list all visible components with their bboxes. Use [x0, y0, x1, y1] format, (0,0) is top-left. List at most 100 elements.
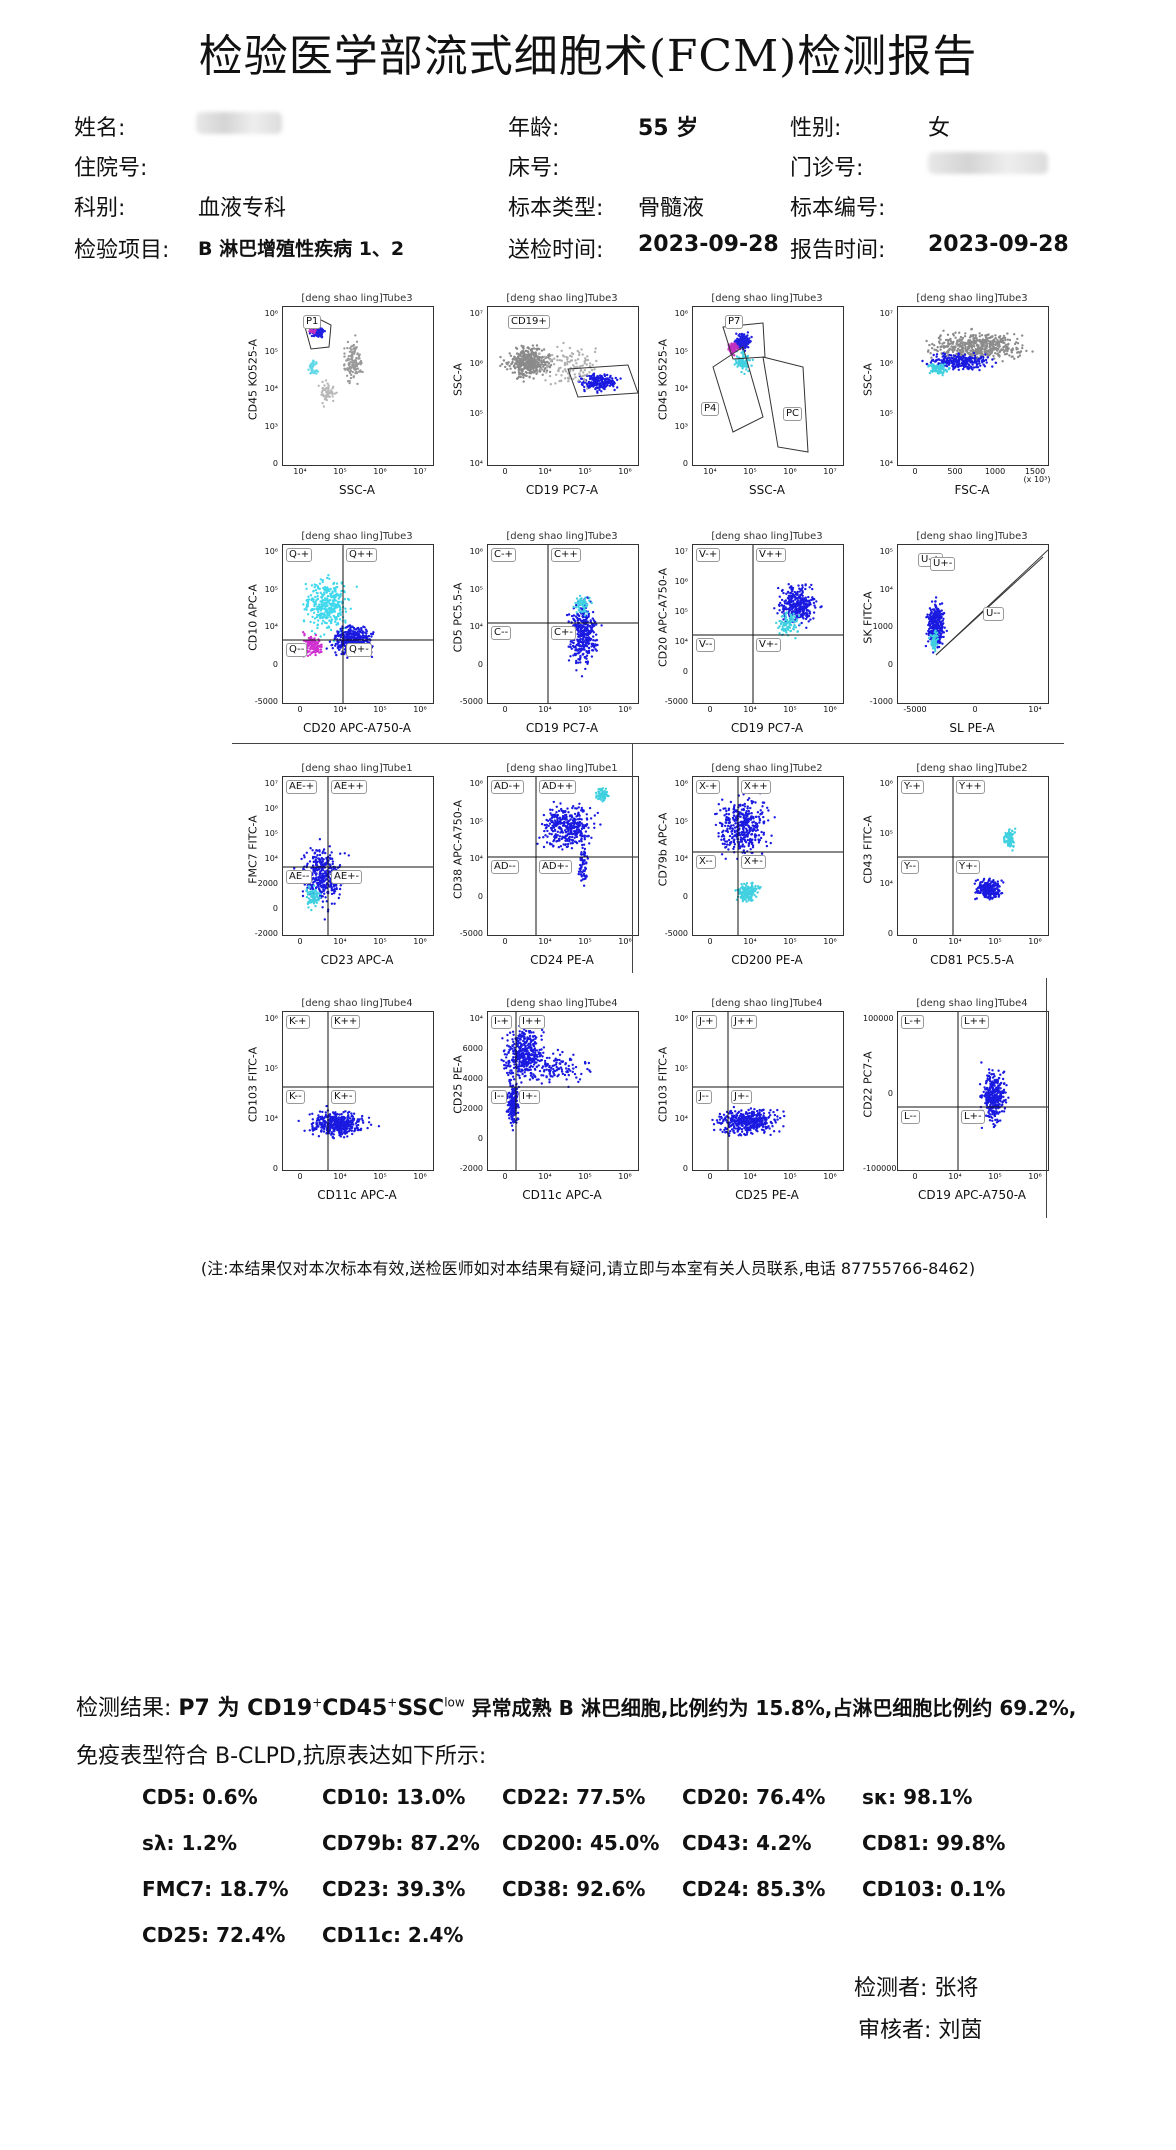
- y-tick-label: 10⁵: [879, 547, 893, 556]
- event-dot: [586, 857, 589, 860]
- event-dot: [522, 380, 525, 383]
- event-dot: [306, 862, 309, 865]
- event-dot: [318, 605, 321, 608]
- event-dot: [571, 369, 575, 372]
- event-dot: [940, 602, 944, 605]
- event-dot: [595, 638, 599, 642]
- x-tick-label: 0: [297, 937, 303, 946]
- event-dot: [978, 335, 981, 338]
- event-dot: [330, 606, 333, 609]
- event-dot: [936, 616, 940, 619]
- event-dot: [805, 598, 808, 601]
- event-dot: [963, 353, 967, 356]
- event-dot: [586, 634, 590, 637]
- event-dot: [573, 373, 576, 376]
- event-dot: [800, 601, 803, 604]
- event-dot: [583, 362, 586, 365]
- event-dot: [534, 355, 537, 358]
- event-dot: [941, 619, 944, 622]
- event-dot: [735, 332, 738, 335]
- event-dot: [594, 347, 597, 350]
- event-dot: [928, 343, 931, 347]
- event-dot: [592, 619, 596, 622]
- plot-area: U-+U--U+-: [897, 544, 1049, 704]
- event-dot: [938, 641, 941, 645]
- y-tick-label: 10⁶: [264, 804, 278, 813]
- event-dot: [974, 342, 977, 345]
- event-dot: [939, 635, 943, 639]
- event-dot: [986, 353, 989, 357]
- event-dot: [525, 358, 528, 361]
- event-dot: [319, 616, 322, 620]
- event-dot: [805, 626, 808, 629]
- event-dot: [372, 631, 375, 634]
- event-dot: [313, 871, 316, 874]
- event-dot: [525, 353, 528, 356]
- event-dot: [339, 611, 342, 614]
- event-dot: [572, 605, 575, 608]
- event-dot: [1002, 334, 1006, 338]
- event-dot: [557, 369, 560, 373]
- event-dot: [315, 861, 318, 864]
- scatter-plot: [499, 341, 638, 398]
- event-dot: [946, 333, 950, 336]
- event-dot: [980, 352, 983, 355]
- event-dot: [336, 606, 339, 609]
- event-dot: [532, 361, 535, 364]
- x-tick-label: 10⁴: [538, 467, 552, 476]
- event-dot: [319, 635, 322, 638]
- event-dot: [560, 359, 563, 362]
- event-dot: [317, 334, 321, 337]
- event-dot: [326, 597, 329, 600]
- event-dot: [575, 604, 578, 607]
- event-dot: [997, 347, 1000, 350]
- event-dot: [730, 344, 733, 347]
- event-dot: [954, 336, 957, 339]
- event-dot: [331, 391, 334, 394]
- event-dot: [316, 883, 319, 887]
- event-dot: [998, 354, 1001, 357]
- event-dot: [585, 641, 588, 645]
- event-dot: [955, 364, 958, 367]
- event-dot: [971, 363, 974, 366]
- event-dot: [808, 586, 811, 589]
- event-dot: [814, 606, 817, 609]
- event-dot: [584, 656, 587, 659]
- x-tick-label: 10⁶: [783, 467, 797, 476]
- event-dot: [331, 860, 335, 863]
- event-dot: [571, 641, 574, 644]
- event-dot: [577, 618, 580, 621]
- y-tick-label: 10⁶: [674, 577, 688, 586]
- event-dot: [616, 386, 619, 389]
- event-dot: [324, 896, 327, 899]
- event-dot: [358, 635, 361, 639]
- event-dot: [348, 632, 351, 635]
- event-dot: [328, 863, 331, 866]
- event-dot: [939, 620, 943, 623]
- event-dot: [746, 331, 750, 334]
- event-dot: [570, 614, 574, 618]
- event-dot: [353, 640, 356, 643]
- flow-plot: [deng shao ling]Tube3 10⁷ 10⁶ 10⁵ 10⁴ 0 500 100…: [847, 293, 1051, 503]
- event-dot: [520, 355, 523, 358]
- event-dot: [598, 377, 602, 380]
- event-dot: [596, 390, 599, 393]
- x-axis-label: SL PE-A: [949, 721, 995, 735]
- event-dot: [931, 370, 934, 373]
- sample-type-value: 骨髓液: [638, 196, 705, 221]
- event-dot: [984, 344, 987, 347]
- event-dot: [561, 370, 565, 373]
- event-dot: [322, 889, 326, 893]
- event-dot: [983, 348, 987, 351]
- event-dot: [590, 645, 593, 648]
- event-dot: [343, 644, 347, 648]
- y-tick-label: -5000: [254, 697, 278, 706]
- event-dot: [586, 355, 589, 358]
- y-tick-label: 0: [272, 904, 278, 913]
- event-dot: [804, 587, 807, 591]
- event-dot: [594, 379, 597, 383]
- event-dot: [805, 600, 809, 603]
- event-dot: [336, 630, 339, 633]
- event-dot: [582, 378, 586, 381]
- event-dot: [351, 635, 355, 639]
